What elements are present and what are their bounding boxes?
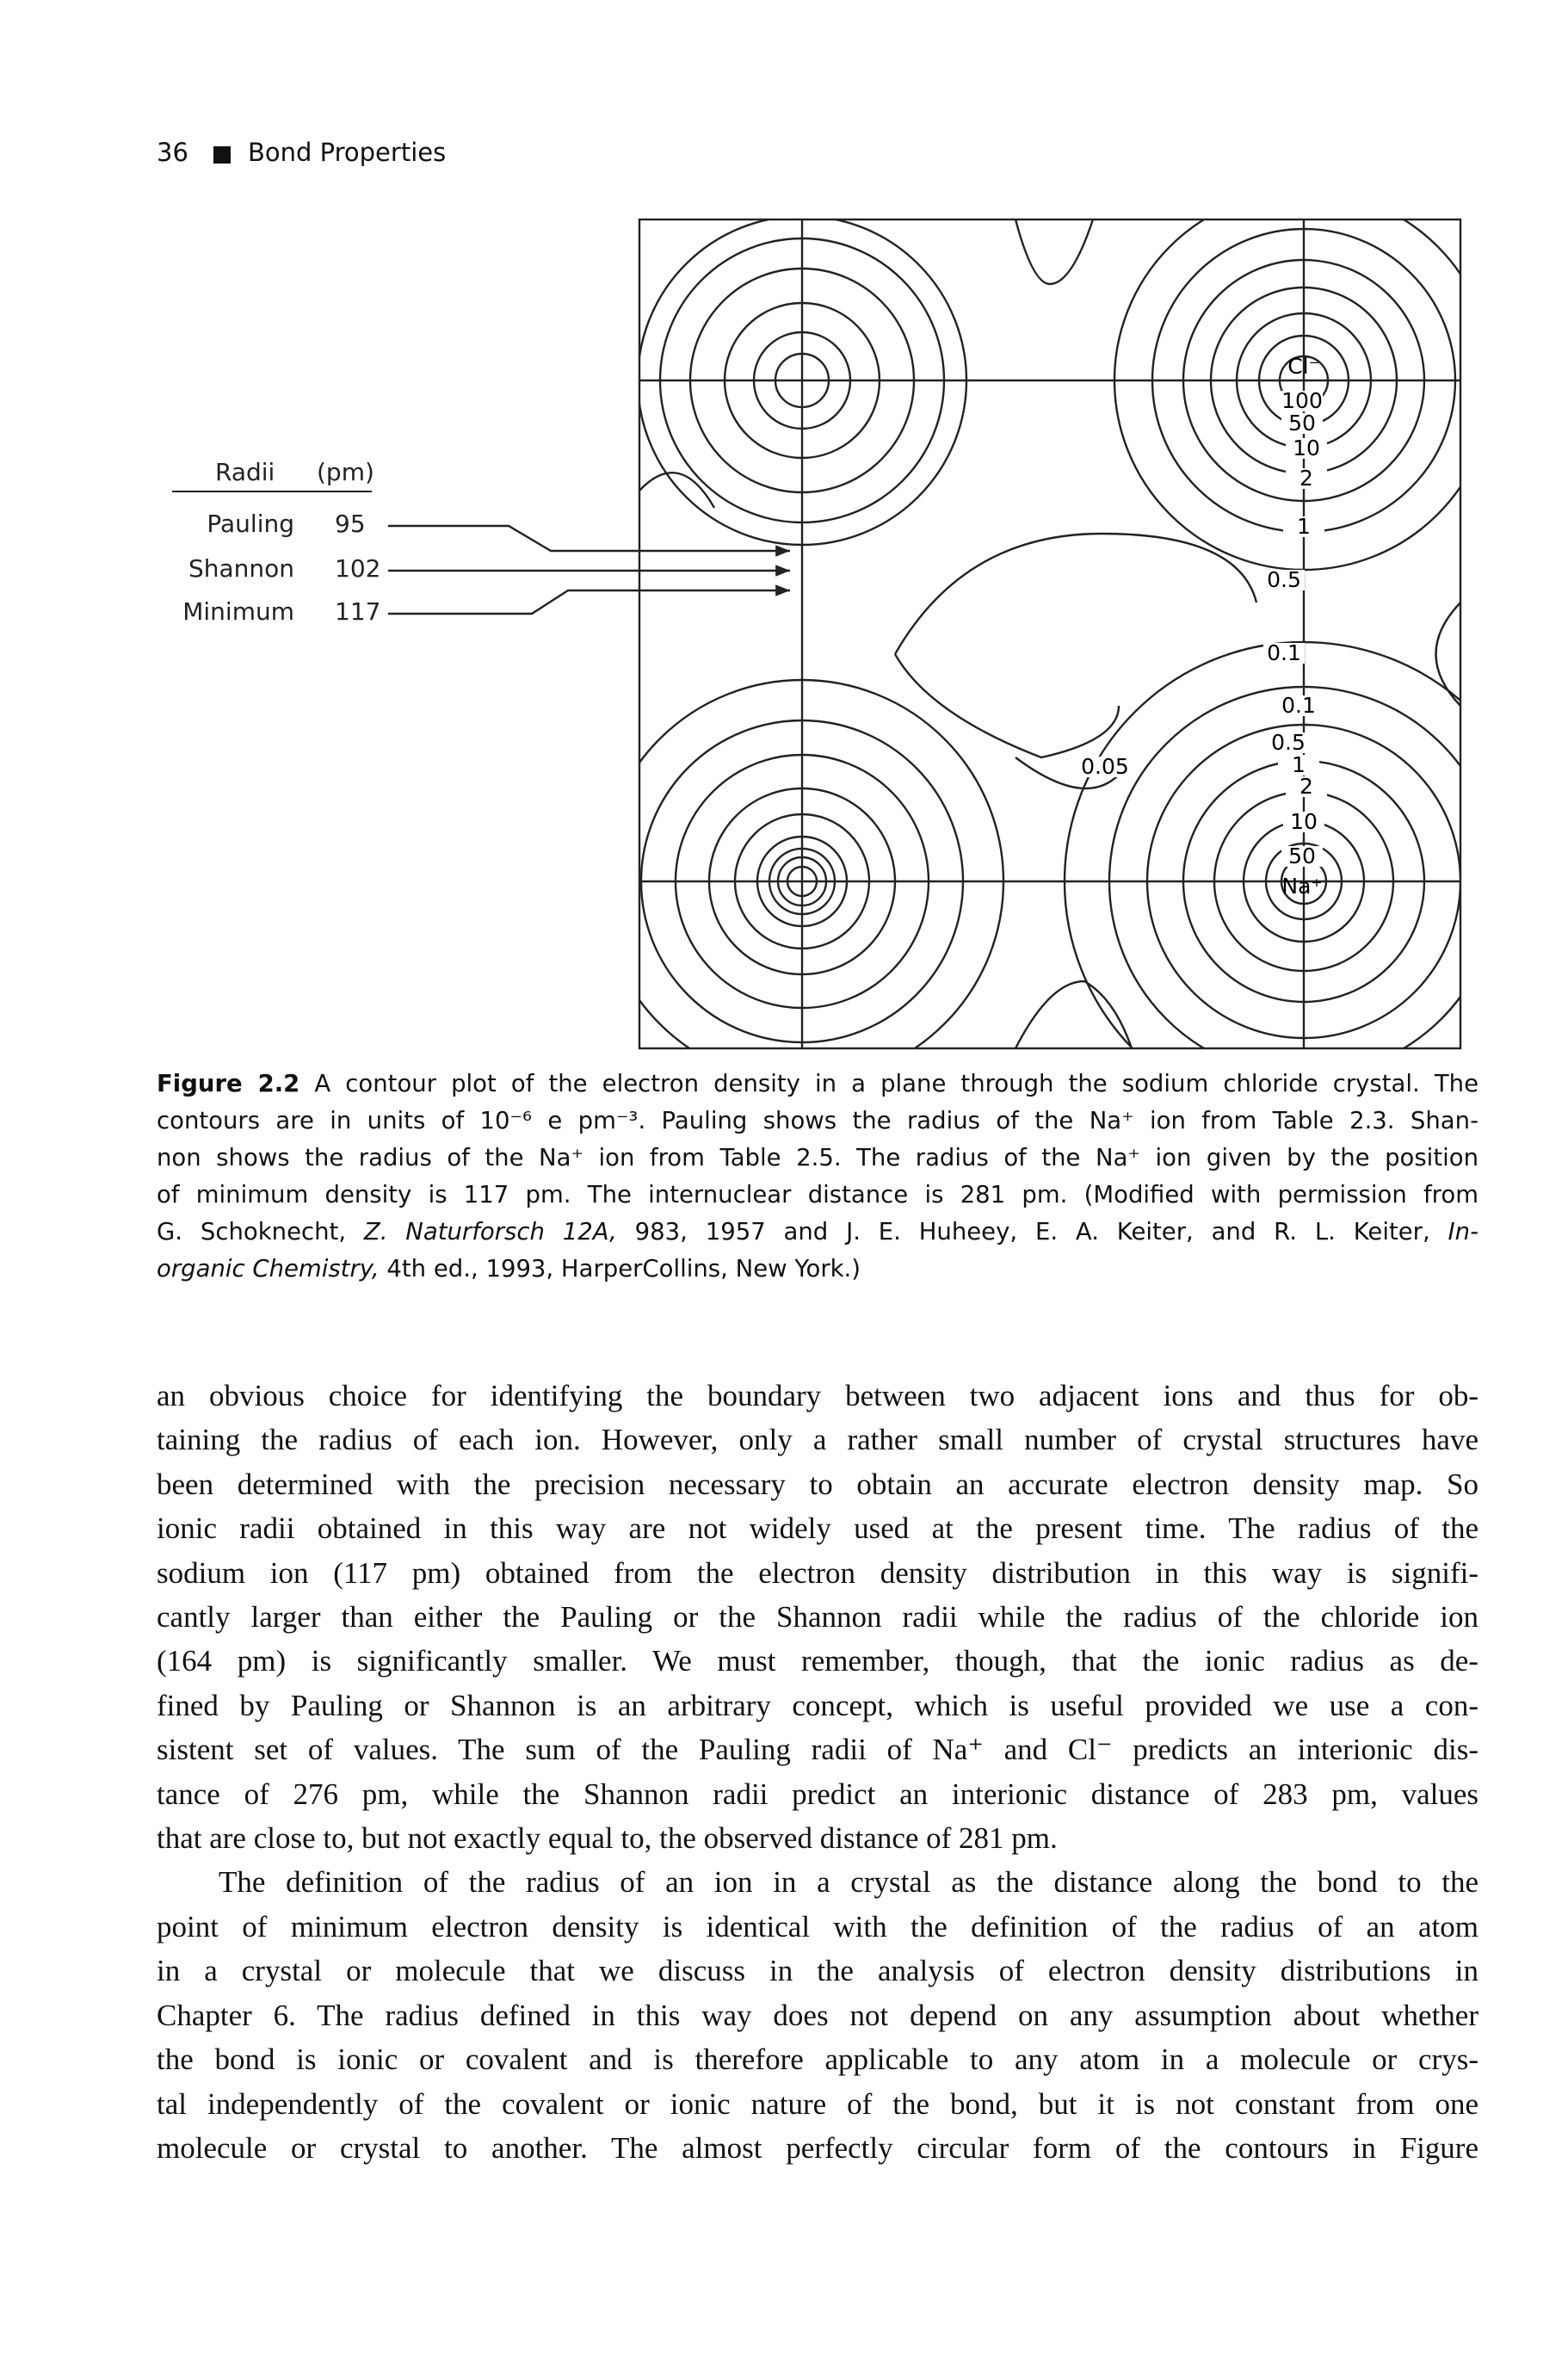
contour-label: 0.05 — [1081, 754, 1129, 779]
contour-label: 10 — [1293, 436, 1320, 460]
label-backdrop — [1281, 413, 1323, 434]
contour-label: 0.1 — [1281, 693, 1316, 718]
contour-label: 2 — [1299, 466, 1313, 491]
table-header: Radii — [215, 458, 275, 486]
caption-line: of minimum density is 117 pm. The intern… — [157, 1177, 1478, 1214]
ion-label: Cl⁻ — [1287, 354, 1320, 379]
text-line: fined by Pauling or Shannon is an arbitr… — [157, 1688, 1478, 1722]
text-line: point of minimum electron density is ide… — [157, 1909, 1478, 1944]
caption-text: non shows the radius of the Na⁺ ion from… — [157, 1144, 1478, 1171]
contour-label: 1 — [1292, 752, 1306, 777]
contours — [639, 219, 1460, 1048]
table-cell: Minimum — [182, 597, 294, 626]
caption-text: Z. Naturforsch 12A, — [363, 1218, 617, 1245]
caption-text: In- — [1448, 1218, 1479, 1245]
label-backdrop — [1268, 732, 1309, 753]
text-line: molecule or crystal to another. The almo… — [157, 2130, 1478, 2165]
label-backdrop — [1286, 776, 1327, 797]
ion-label: Na⁺ — [1281, 874, 1322, 899]
text-line: tance of 276 pm, while the Shannon radii… — [157, 1777, 1478, 1811]
text-line: sodium ion (117 pm) obtained from the el… — [157, 1555, 1478, 1590]
contour-label: 0.1 — [1267, 640, 1301, 665]
header-title: Bond Properties — [248, 138, 447, 167]
caption-line: contours are in units of 10⁻⁶ e pm⁻³. Pa… — [157, 1103, 1478, 1140]
table-cell: 95 — [335, 510, 366, 538]
caption-text: 983, 1957 and J. E. Huheey, E. A. Keiter… — [616, 1218, 1448, 1245]
text-line: that are close to, but not exactly equal… — [157, 1821, 1058, 1856]
pointer-line — [388, 584, 790, 615]
label-backdrop — [1286, 468, 1327, 489]
header-bullet — [213, 146, 231, 164]
figure-caption: Figure 2.2 A contour plot of the electro… — [157, 1066, 1478, 1288]
text-line: taining the radius of each ion. However,… — [157, 1423, 1478, 1457]
label-backdrop — [1283, 516, 1324, 537]
caption-text: contours are in units of 10⁻⁶ e pm⁻³. Pa… — [157, 1107, 1478, 1134]
contour-label: 0.5 — [1271, 730, 1306, 755]
text-line: cantly larger than either the Pauling or… — [157, 1600, 1478, 1635]
plot-frame — [638, 218, 1462, 1050]
contour-label: 2 — [1299, 774, 1313, 799]
page-number: 36 — [157, 138, 188, 167]
text-line: (164 pm) is significantly smaller. We mu… — [157, 1644, 1478, 1678]
label-backdrop — [1281, 391, 1323, 411]
text-line: the bond is ionic or covalent and is the… — [157, 2043, 1478, 2077]
text-line: in a crystal or molecule that we discuss… — [157, 1954, 1478, 1988]
contour-label: 50 — [1288, 844, 1316, 868]
text-line: sistent set of values. The sum of the Pa… — [157, 1733, 1478, 1767]
caption-text: 4th ed., 1993, HarperCollins, New York.) — [379, 1255, 861, 1282]
axes — [639, 219, 1460, 1048]
label-backdrop — [1283, 812, 1324, 832]
table-cell: Shannon — [188, 554, 294, 583]
body-text: an obvious choice for identifying the bo… — [157, 1374, 1478, 2170]
caption-text: of minimum density is 117 pm. The intern… — [157, 1181, 1478, 1208]
caption-text: G. Schoknecht, — [157, 1218, 364, 1245]
text-line: ionic radii obtained in this way are not… — [157, 1511, 1478, 1546]
contour-label: 100 — [1281, 388, 1323, 413]
contour-label: 10 — [1290, 809, 1318, 834]
text-line: Chapter 6. The radius defined in this wa… — [157, 1998, 1478, 2032]
text-line: been determined with the precision neces… — [157, 1467, 1478, 1501]
text-line: an obvious choice for identifying the bo… — [157, 1379, 1478, 1412]
caption-line: non shows the radius of the Na⁺ ion from… — [157, 1140, 1478, 1177]
caption-line: Figure 2.2 A contour plot of the electro… — [157, 1066, 1478, 1103]
caption-line: G. Schoknecht, Z. Naturforsch 12A, 983, … — [157, 1214, 1478, 1251]
table-cell: 102 — [335, 554, 381, 583]
contour-label: 1 — [1297, 514, 1311, 539]
caption-text: A contour plot of the electron density i… — [299, 1070, 1479, 1097]
label-backdrop — [1263, 570, 1305, 590]
caption-text: organic Chemistry, — [157, 1255, 380, 1282]
label-backdrop — [1281, 846, 1323, 867]
caption-line: organic Chemistry, 4th ed., 1993, Harper… — [157, 1251, 1478, 1288]
label-backdrop — [1084, 757, 1126, 777]
table-cell: 117 — [335, 597, 381, 626]
contour-label: 0.5 — [1267, 567, 1301, 592]
label-backdrop — [1278, 695, 1319, 716]
pointer-line — [388, 524, 790, 557]
label-backdrop — [1278, 755, 1319, 776]
table-cell: Pauling — [207, 510, 294, 538]
table-rule — [172, 491, 372, 492]
contour-label: 50 — [1288, 411, 1316, 436]
label-backdrop — [1286, 438, 1327, 459]
text-line: tal independently of the covalent or ion… — [157, 2086, 1478, 2121]
label-backdrop — [1263, 643, 1305, 664]
text-line: The definition of the radius of an ion i… — [219, 1865, 1478, 1900]
figure-label: Figure 2.2 — [157, 1070, 300, 1097]
table-header: (pm) — [317, 458, 374, 486]
